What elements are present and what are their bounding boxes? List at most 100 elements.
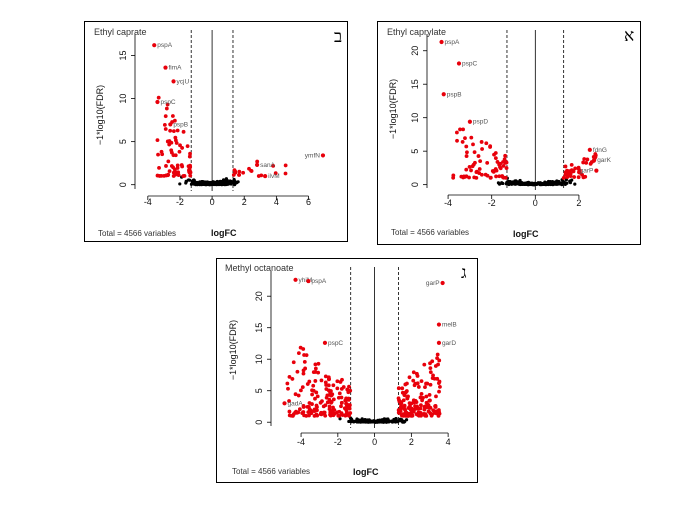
significant-gene-point: [304, 413, 309, 418]
labeled-gene-point: [306, 278, 311, 284]
gene-point: [553, 182, 557, 186]
gene-label: melB: [442, 322, 457, 329]
labeled-gene-point: [587, 147, 592, 152]
gene-point: [352, 420, 356, 424]
significant-gene-point: [344, 403, 349, 408]
labeled-gene-point: [439, 39, 444, 45]
significant-gene-point: [435, 356, 439, 361]
x-axis-label: logFC: [513, 229, 539, 239]
gene-point: [200, 181, 204, 185]
significant-gene-point: [319, 410, 323, 415]
gene-label: pspA: [445, 39, 460, 46]
significant-gene-point: [472, 150, 477, 155]
significant-gene-point: [436, 362, 440, 367]
y-axis-label: −1*log10(FDR): [228, 319, 238, 381]
panel-letter-label: ב: [334, 27, 343, 47]
significant-gene-point: [241, 170, 246, 175]
x-tick-label: -2: [334, 437, 342, 447]
significant-gene-point: [411, 378, 416, 383]
significant-gene-point: [318, 400, 323, 405]
gene-point: [568, 179, 572, 183]
significant-gene-point: [339, 401, 344, 405]
y-tick-label: 15: [410, 79, 420, 89]
gene-point: [376, 419, 381, 423]
significant-gene-point: [347, 412, 352, 417]
significant-gene-point: [411, 409, 416, 414]
significant-gene-point: [479, 140, 484, 144]
significant-gene-point: [413, 381, 418, 386]
significant-gene-point: [316, 370, 321, 375]
panel-title: Ethyl caprate: [94, 27, 147, 37]
gene-point: [178, 182, 182, 186]
significant-gene-point: [344, 409, 349, 414]
significant-gene-point: [416, 406, 420, 411]
significant-gene-point: [180, 146, 185, 150]
significant-gene-point: [307, 401, 312, 405]
gene-point: [573, 182, 577, 186]
significant-gene-point: [309, 411, 314, 416]
gene-label: ymfN: [305, 152, 320, 159]
y-tick-label: 10: [410, 113, 420, 123]
significant-gene-point: [403, 382, 408, 387]
significant-gene-point: [237, 172, 241, 177]
significant-gene-point: [301, 347, 306, 351]
gene-label: ilvM: [268, 173, 280, 180]
significant-gene-point: [411, 370, 416, 375]
significant-gene-point: [419, 391, 424, 396]
significant-gene-point: [331, 397, 336, 402]
y-axis-label: −1*log10(FDR): [388, 78, 398, 140]
significant-gene-point: [473, 160, 477, 165]
significant-gene-point: [504, 166, 509, 170]
significant-gene-point: [176, 173, 181, 177]
significant-gene-point: [291, 360, 296, 365]
significant-gene-point: [402, 392, 407, 397]
significant-gene-point: [488, 175, 493, 180]
gene-point: [395, 419, 399, 424]
x-tick-label: -2: [176, 197, 184, 207]
labeled-gene-point: [440, 280, 445, 286]
labeled-gene-point: [320, 153, 326, 158]
significant-gene-point: [593, 152, 598, 156]
significant-gene-point: [162, 122, 167, 127]
significant-gene-point: [156, 95, 161, 100]
labeled-gene-point: [155, 99, 160, 105]
y-tick-label: 5: [410, 149, 420, 154]
significant-gene-point: [181, 174, 186, 178]
significant-gene-point: [299, 388, 303, 393]
gene-point: [188, 178, 192, 182]
significant-gene-point: [396, 386, 401, 391]
significant-gene-point: [337, 391, 342, 396]
significant-gene-point: [399, 401, 404, 406]
x-axis-label: logFC: [211, 228, 237, 238]
significant-gene-point: [451, 173, 456, 178]
gene-point: [371, 420, 375, 424]
significant-gene-point: [295, 369, 300, 374]
labeled-gene-point: [322, 340, 328, 345]
significant-gene-point: [399, 405, 403, 409]
significant-gene-point: [321, 404, 326, 409]
gene-point: [365, 419, 370, 423]
significant-gene-point: [497, 174, 502, 179]
gene-point: [542, 182, 546, 186]
significant-gene-point: [454, 130, 459, 135]
significant-gene-point: [428, 411, 433, 416]
significant-gene-point: [188, 173, 193, 178]
gene-label: pspA: [157, 42, 172, 49]
significant-gene-point: [319, 378, 324, 383]
gene-label: fdnG: [593, 147, 607, 154]
significant-gene-point: [331, 383, 336, 388]
significant-gene-point: [478, 159, 483, 164]
significant-gene-point: [311, 370, 316, 375]
significant-gene-point: [307, 407, 312, 412]
y-tick-label: 15: [254, 323, 264, 333]
point-cloud: [155, 95, 288, 187]
significant-gene-point: [414, 371, 419, 376]
significant-gene-point: [407, 375, 412, 380]
significant-gene-point: [438, 384, 442, 389]
gene-point: [404, 418, 409, 422]
y-tick-label: 20: [254, 291, 264, 301]
significant-gene-point: [433, 405, 438, 409]
significant-gene-point: [296, 351, 301, 356]
significant-gene-point: [259, 173, 264, 178]
significant-gene-point: [416, 410, 421, 415]
